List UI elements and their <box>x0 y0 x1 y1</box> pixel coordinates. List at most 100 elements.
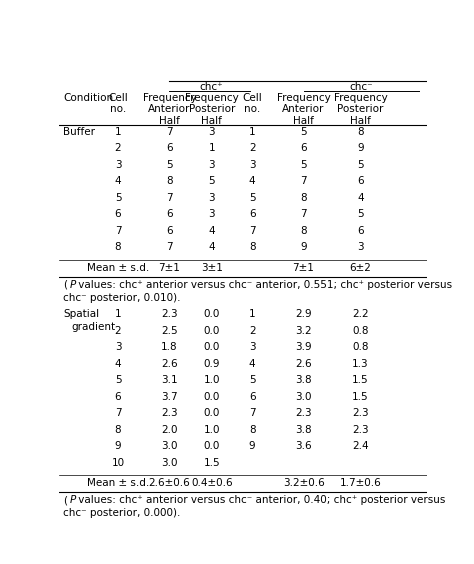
Text: 8: 8 <box>300 226 307 236</box>
Text: 6: 6 <box>166 226 173 236</box>
Text: 6: 6 <box>357 226 364 236</box>
Text: 3.8: 3.8 <box>295 375 312 385</box>
Text: 3.0: 3.0 <box>161 441 178 451</box>
Text: P: P <box>70 495 76 505</box>
Text: 8: 8 <box>166 176 173 186</box>
Text: Cell
no.: Cell no. <box>242 93 262 114</box>
Text: 7±1: 7±1 <box>158 263 181 272</box>
Text: 3: 3 <box>209 127 215 136</box>
Text: 8: 8 <box>115 425 121 435</box>
Text: 2: 2 <box>249 325 255 336</box>
Text: 2: 2 <box>115 143 121 153</box>
Text: 3: 3 <box>249 342 255 352</box>
Text: 7: 7 <box>115 408 121 418</box>
Text: chc⁻ posterior, 0.010).: chc⁻ posterior, 0.010). <box>63 293 181 303</box>
Text: 7: 7 <box>300 209 307 219</box>
Text: 1.5: 1.5 <box>352 391 369 402</box>
Text: 4: 4 <box>209 226 215 236</box>
Text: 2.3: 2.3 <box>352 425 369 435</box>
Text: chc⁻: chc⁻ <box>350 82 373 92</box>
Text: 3: 3 <box>209 193 215 202</box>
Text: 4: 4 <box>249 176 255 186</box>
Text: 2.4: 2.4 <box>352 441 369 451</box>
Text: 3.2±0.6: 3.2±0.6 <box>283 478 324 488</box>
Text: 2.5: 2.5 <box>161 325 178 336</box>
Text: 6: 6 <box>357 176 364 186</box>
Text: 0.9: 0.9 <box>203 359 220 369</box>
Text: 5: 5 <box>166 160 173 170</box>
Text: 2.6: 2.6 <box>161 359 178 369</box>
Text: 3.7: 3.7 <box>161 391 178 402</box>
Text: 8: 8 <box>115 243 121 252</box>
Text: 1.7±0.6: 1.7±0.6 <box>339 478 382 488</box>
Text: 6±2: 6±2 <box>349 263 372 272</box>
Text: 0.4±0.6: 0.4±0.6 <box>191 478 233 488</box>
Text: 3.8: 3.8 <box>295 425 312 435</box>
Text: gradient: gradient <box>71 322 115 332</box>
Text: 2.3: 2.3 <box>295 408 312 418</box>
Text: 10: 10 <box>111 457 125 468</box>
Text: 8: 8 <box>249 425 255 435</box>
Text: 3: 3 <box>209 209 215 219</box>
Text: 1: 1 <box>209 143 215 153</box>
Text: 6: 6 <box>249 209 255 219</box>
Text: 1.5: 1.5 <box>203 457 220 468</box>
Text: 3±1: 3±1 <box>201 263 223 272</box>
Text: Frequency
Anterior
Half: Frequency Anterior Half <box>277 93 330 126</box>
Text: 2.2: 2.2 <box>352 309 369 319</box>
Text: 1: 1 <box>115 309 121 319</box>
Text: 7: 7 <box>249 408 255 418</box>
Text: 6: 6 <box>166 209 173 219</box>
Text: 7: 7 <box>166 243 173 252</box>
Text: 2.3: 2.3 <box>352 408 369 418</box>
Text: 0.8: 0.8 <box>352 342 369 352</box>
Text: 8: 8 <box>357 127 364 136</box>
Text: 5: 5 <box>115 193 121 202</box>
Text: 7: 7 <box>166 193 173 202</box>
Text: 6: 6 <box>166 143 173 153</box>
Text: 2: 2 <box>249 143 255 153</box>
Text: 5: 5 <box>115 375 121 385</box>
Text: values: chc⁺ anterior versus chc⁻ anterior, 0.551; chc⁺ posterior versus: values: chc⁺ anterior versus chc⁻ anteri… <box>75 280 452 289</box>
Text: 3: 3 <box>209 160 215 170</box>
Text: (: ( <box>63 495 67 505</box>
Text: chc⁻ posterior, 0.000).: chc⁻ posterior, 0.000). <box>63 508 180 518</box>
Text: P: P <box>70 280 76 289</box>
Text: 3.0: 3.0 <box>295 391 312 402</box>
Text: 1.0: 1.0 <box>203 425 220 435</box>
Text: Frequency
Posterior
Half: Frequency Posterior Half <box>334 93 387 126</box>
Text: 5: 5 <box>357 209 364 219</box>
Text: 2.6±0.6: 2.6±0.6 <box>148 478 191 488</box>
Text: 0.0: 0.0 <box>203 325 220 336</box>
Text: 7: 7 <box>115 226 121 236</box>
Text: 1: 1 <box>249 127 255 136</box>
Text: 0.0: 0.0 <box>203 391 220 402</box>
Text: 0.0: 0.0 <box>203 408 220 418</box>
Text: 7: 7 <box>249 226 255 236</box>
Text: 4: 4 <box>357 193 364 202</box>
Text: 5: 5 <box>209 176 215 186</box>
Text: chc⁺: chc⁺ <box>199 82 223 92</box>
Text: 7: 7 <box>166 127 173 136</box>
Text: Frequency
Posterior
Half: Frequency Posterior Half <box>185 93 238 126</box>
Text: 2.3: 2.3 <box>161 309 178 319</box>
Text: 0.8: 0.8 <box>352 325 369 336</box>
Text: 5: 5 <box>300 127 307 136</box>
Text: 4: 4 <box>249 359 255 369</box>
Text: 4: 4 <box>115 176 121 186</box>
Text: 9: 9 <box>115 441 121 451</box>
Text: 0.0: 0.0 <box>203 309 220 319</box>
Text: 3: 3 <box>249 160 255 170</box>
Text: 1: 1 <box>249 309 255 319</box>
Text: 3.1: 3.1 <box>161 375 178 385</box>
Text: Frequency
Anterior
Half: Frequency Anterior Half <box>143 93 196 126</box>
Text: 3.2: 3.2 <box>295 325 312 336</box>
Text: 9: 9 <box>300 243 307 252</box>
Text: 9: 9 <box>357 143 364 153</box>
Text: 5: 5 <box>357 160 364 170</box>
Text: (: ( <box>63 280 67 289</box>
Text: 3.6: 3.6 <box>295 441 312 451</box>
Text: values: chc⁺ anterior versus chc⁻ anterior, 0.40; chc⁺ posterior versus: values: chc⁺ anterior versus chc⁻ anteri… <box>75 495 445 505</box>
Text: Cell
no.: Cell no. <box>108 93 128 114</box>
Text: 3: 3 <box>115 342 121 352</box>
